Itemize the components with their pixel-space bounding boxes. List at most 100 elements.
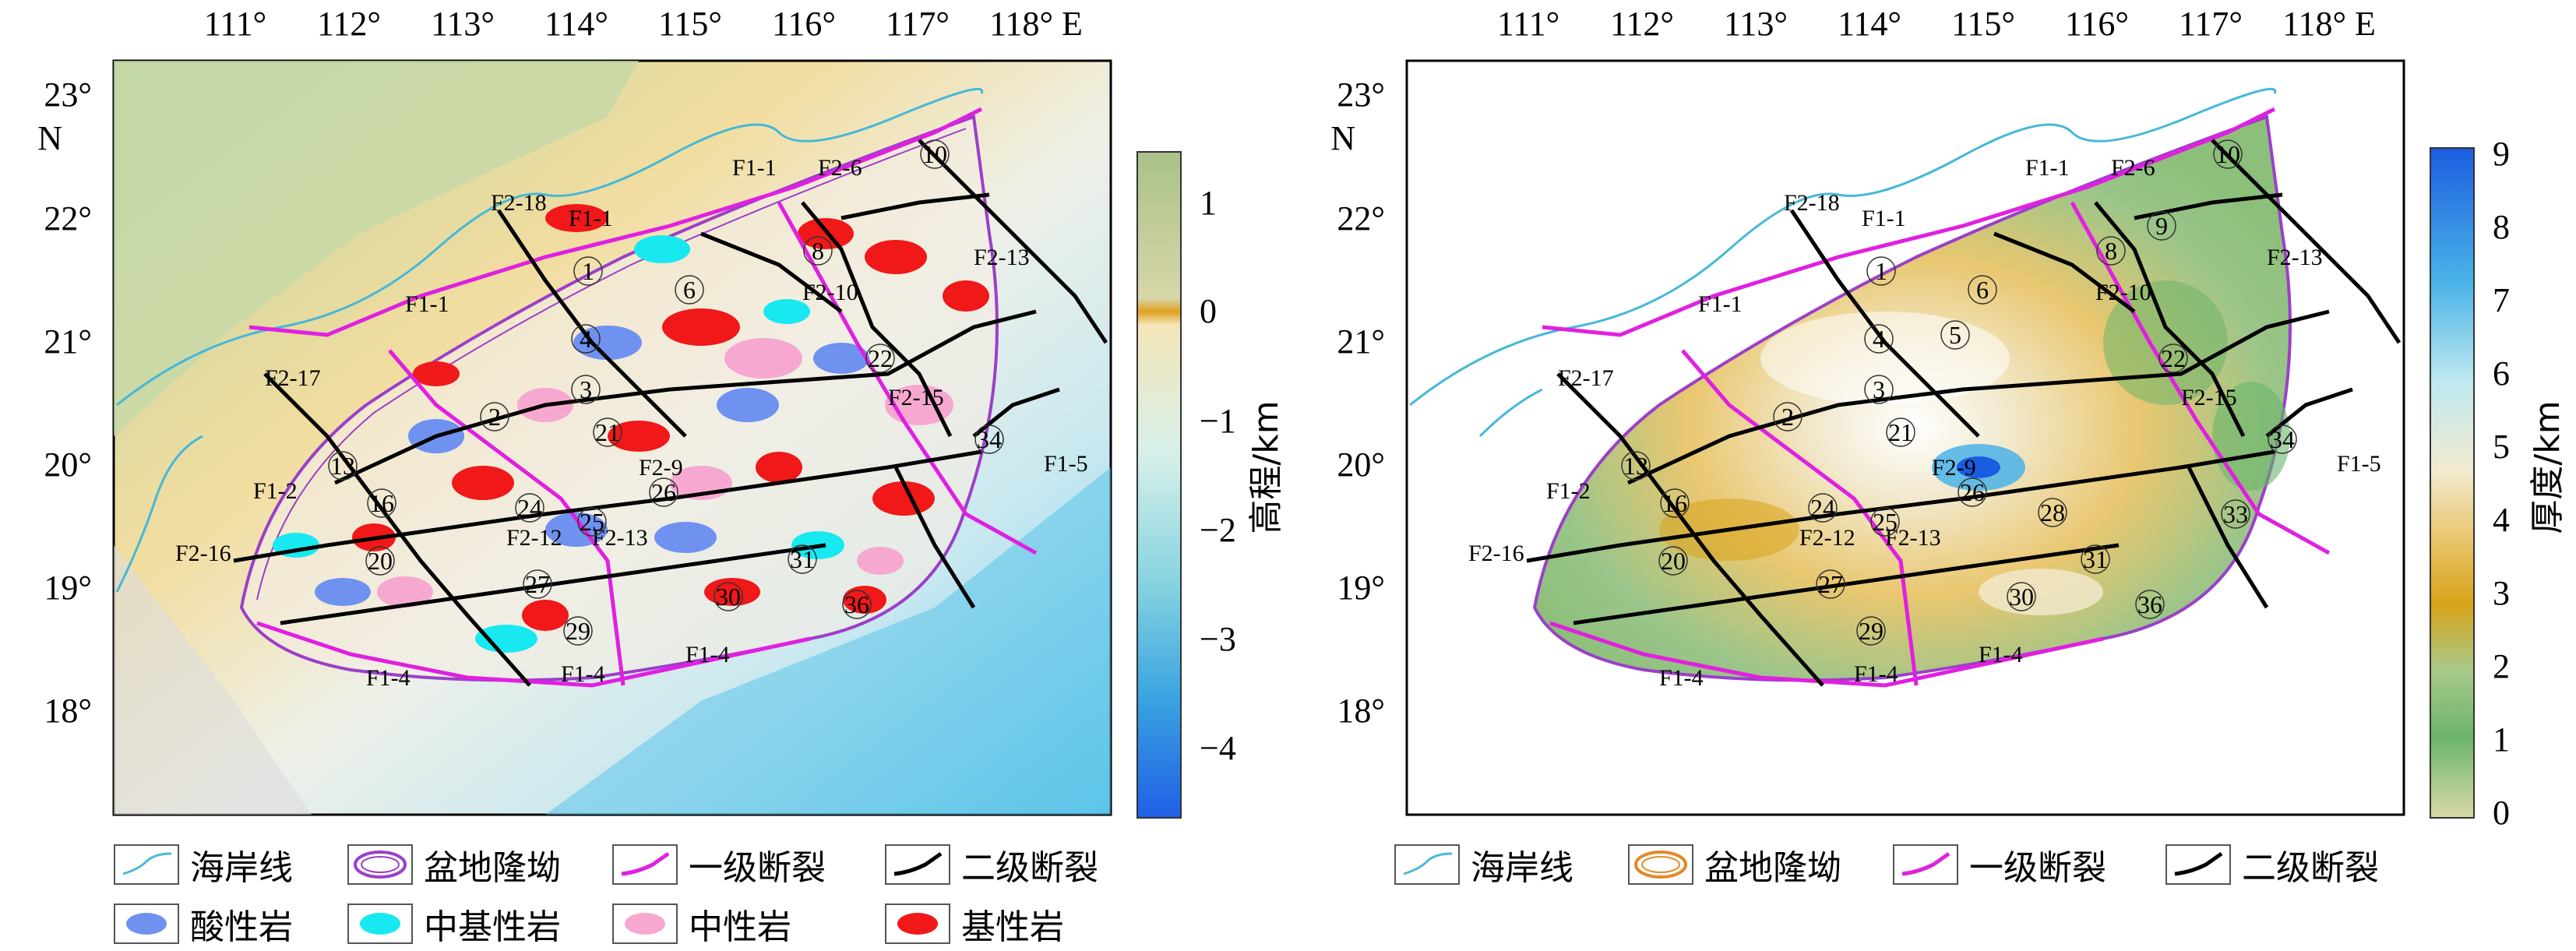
left-y-tick: 21° [44, 322, 92, 361]
basin-swatch-icon [347, 844, 413, 885]
fault1-swatch-icon [612, 844, 678, 885]
fault-level1 [248, 107, 1038, 688]
right-x-ticks: 111° 112° 113° 114° 115° 116° 117° 118° … [1497, 5, 2376, 43]
left-legend: 海岸线 盆地隆坳 一级断裂 二级断裂 酸性岩 中基性岩 中性岩 [114, 841, 1204, 950]
svg-text:24: 24 [517, 494, 542, 522]
svg-text:F2-13: F2-13 [1885, 525, 1941, 551]
legend-label: 基性岩 [961, 907, 1064, 947]
left-unit-numbers: 1 2 3 4 6 8 10 13 16 20 21 22 24 25 26 2… [328, 139, 1004, 646]
svg-text:21: 21 [595, 418, 620, 446]
basin-swatch-icon [1628, 844, 1693, 885]
svg-text:F2-16: F2-16 [175, 541, 231, 566]
svg-text:22: 22 [2161, 344, 2186, 372]
legend-basic: 基性岩 [885, 900, 1064, 947]
intermediate-basic-swatch-icon [347, 903, 413, 944]
right-y-tick: 20° [1337, 446, 1385, 484]
left-x-tick: 118° E [989, 5, 1083, 43]
legend-label: 海岸线 [190, 848, 293, 888]
svg-text:36: 36 [844, 590, 869, 618]
svg-text:20: 20 [1661, 547, 1686, 575]
svg-text:25: 25 [1873, 508, 1898, 536]
svg-text:F2-13: F2-13 [592, 525, 648, 551]
svg-text:6: 6 [1976, 276, 1989, 304]
left-colorbar-label: 高程/km [1246, 400, 1286, 534]
right-colorbar-tick: 3 [2493, 574, 2510, 612]
svg-text:27: 27 [1818, 570, 1843, 598]
legend-label: 中性岩 [689, 907, 791, 947]
svg-text:F2-15: F2-15 [2181, 385, 2237, 410]
left-x-ticks: 111° 112° 113° 114° 115° 116° 117° 118° … [204, 5, 1083, 43]
right-y-ticks: 23° N 22° 21° 20° 19° 18° [1330, 76, 1385, 730]
left-y-ticks: 23° N 22° 21° 20° 19° 18° [37, 76, 92, 730]
right-y-tick: 23° [1337, 76, 1385, 114]
legend-label: 海岸线 [1471, 848, 1573, 888]
svg-text:21: 21 [1888, 418, 1913, 446]
right-colorbar-label: 厚度/km [2528, 400, 2567, 534]
left-y-tick: 19° [44, 569, 92, 607]
coastline-swatch-icon [1394, 844, 1460, 885]
right-x-tick: 111° [1497, 5, 1559, 43]
svg-text:F2-15: F2-15 [888, 385, 944, 410]
fault1-swatch-icon [1893, 844, 1958, 885]
left-x-tick: 115° [658, 5, 722, 43]
svg-text:F2-13: F2-13 [2267, 245, 2323, 270]
svg-text:24: 24 [1810, 494, 1835, 522]
right-fault-level2 [1526, 139, 2402, 687]
svg-text:F1-4: F1-4 [1854, 661, 1898, 687]
svg-text:F1-4: F1-4 [1659, 665, 1704, 691]
right-legend: 海岸线 盆地隆坳 一级断裂 二级断裂 [1394, 841, 2407, 896]
svg-text:F1-1: F1-1 [2025, 155, 2070, 181]
right-x-tick: 115° [1951, 5, 2015, 43]
left-coastline [116, 87, 984, 407]
svg-text:F2-9: F2-9 [639, 455, 683, 481]
legend-coastline: 海岸线 [1394, 841, 1573, 888]
svg-text:27: 27 [525, 570, 550, 598]
svg-text:F2-16: F2-16 [1468, 541, 1524, 566]
right-colorbar-tick: 9 [2493, 135, 2510, 173]
svg-text:9: 9 [2155, 212, 2168, 240]
right-unit-numbers: 1 2 3 4 5 6 8 9 10 13 16 20 21 22 24 25 … [1621, 139, 2297, 646]
right-colorbar-tick: 5 [2493, 428, 2510, 466]
left-y-unit: N [37, 119, 62, 157]
svg-text:F2-17: F2-17 [1558, 365, 1614, 391]
svg-text:2: 2 [1781, 403, 1794, 431]
svg-text:30: 30 [2009, 583, 2034, 611]
svg-text:22: 22 [868, 344, 893, 372]
svg-text:8: 8 [812, 237, 824, 265]
right-map-panel: F1-1 F1-1 F1-1 F1-2 F1-4 F1-4 F1-4 F1-5 … [1293, 0, 2576, 951]
left-y-tick: 22° [44, 199, 92, 238]
svg-text:2: 2 [488, 403, 501, 431]
svg-text:33: 33 [2223, 500, 2248, 528]
left-x-tick: 112° [317, 5, 381, 43]
legend-label: 一级断裂 [689, 848, 826, 888]
left-x-tick: 111° [204, 5, 266, 43]
svg-text:F1-1: F1-1 [1698, 291, 1743, 317]
legend-label: 盆地隆坳 [424, 848, 561, 888]
svg-text:3: 3 [1873, 375, 1885, 403]
svg-text:13: 13 [1623, 452, 1648, 480]
svg-text:1: 1 [1875, 257, 1887, 285]
svg-text:8: 8 [2105, 237, 2117, 265]
svg-text:F1-5: F1-5 [1044, 451, 1088, 477]
svg-text:26: 26 [651, 478, 676, 506]
right-colorbar-tick: 7 [2493, 281, 2510, 319]
svg-text:F1-4: F1-4 [366, 665, 411, 691]
left-colorbar-tick: −3 [1200, 620, 1236, 658]
svg-text:F1-1: F1-1 [569, 206, 613, 231]
right-x-tick: 118° E [2282, 5, 2376, 43]
right-colorbar-ticks: 9 8 7 6 5 4 3 2 1 0 [2493, 135, 2510, 832]
svg-text:31: 31 [2083, 545, 2108, 573]
acidic-swatch-icon [114, 903, 179, 944]
right-y-tick: 19° [1337, 569, 1385, 607]
legend-intermediate-basic: 中基性岩 [347, 900, 561, 947]
left-map-svg: F1-1 F1-1 F1-1 F1-2 F1-4 F1-4 F1-4 F1-5 … [37, 5, 1286, 819]
left-colorbar-tick: −2 [1200, 511, 1236, 549]
svg-text:10: 10 [2215, 140, 2240, 168]
svg-text:34: 34 [977, 425, 1002, 453]
svg-text:F2-13: F2-13 [974, 245, 1030, 270]
right-coastline [1409, 87, 2277, 407]
right-y-tick: 21° [1337, 322, 1385, 361]
right-fault-level1 [1542, 107, 2331, 688]
svg-text:F1-1: F1-1 [732, 155, 777, 181]
left-x-tick: 116° [772, 5, 836, 43]
